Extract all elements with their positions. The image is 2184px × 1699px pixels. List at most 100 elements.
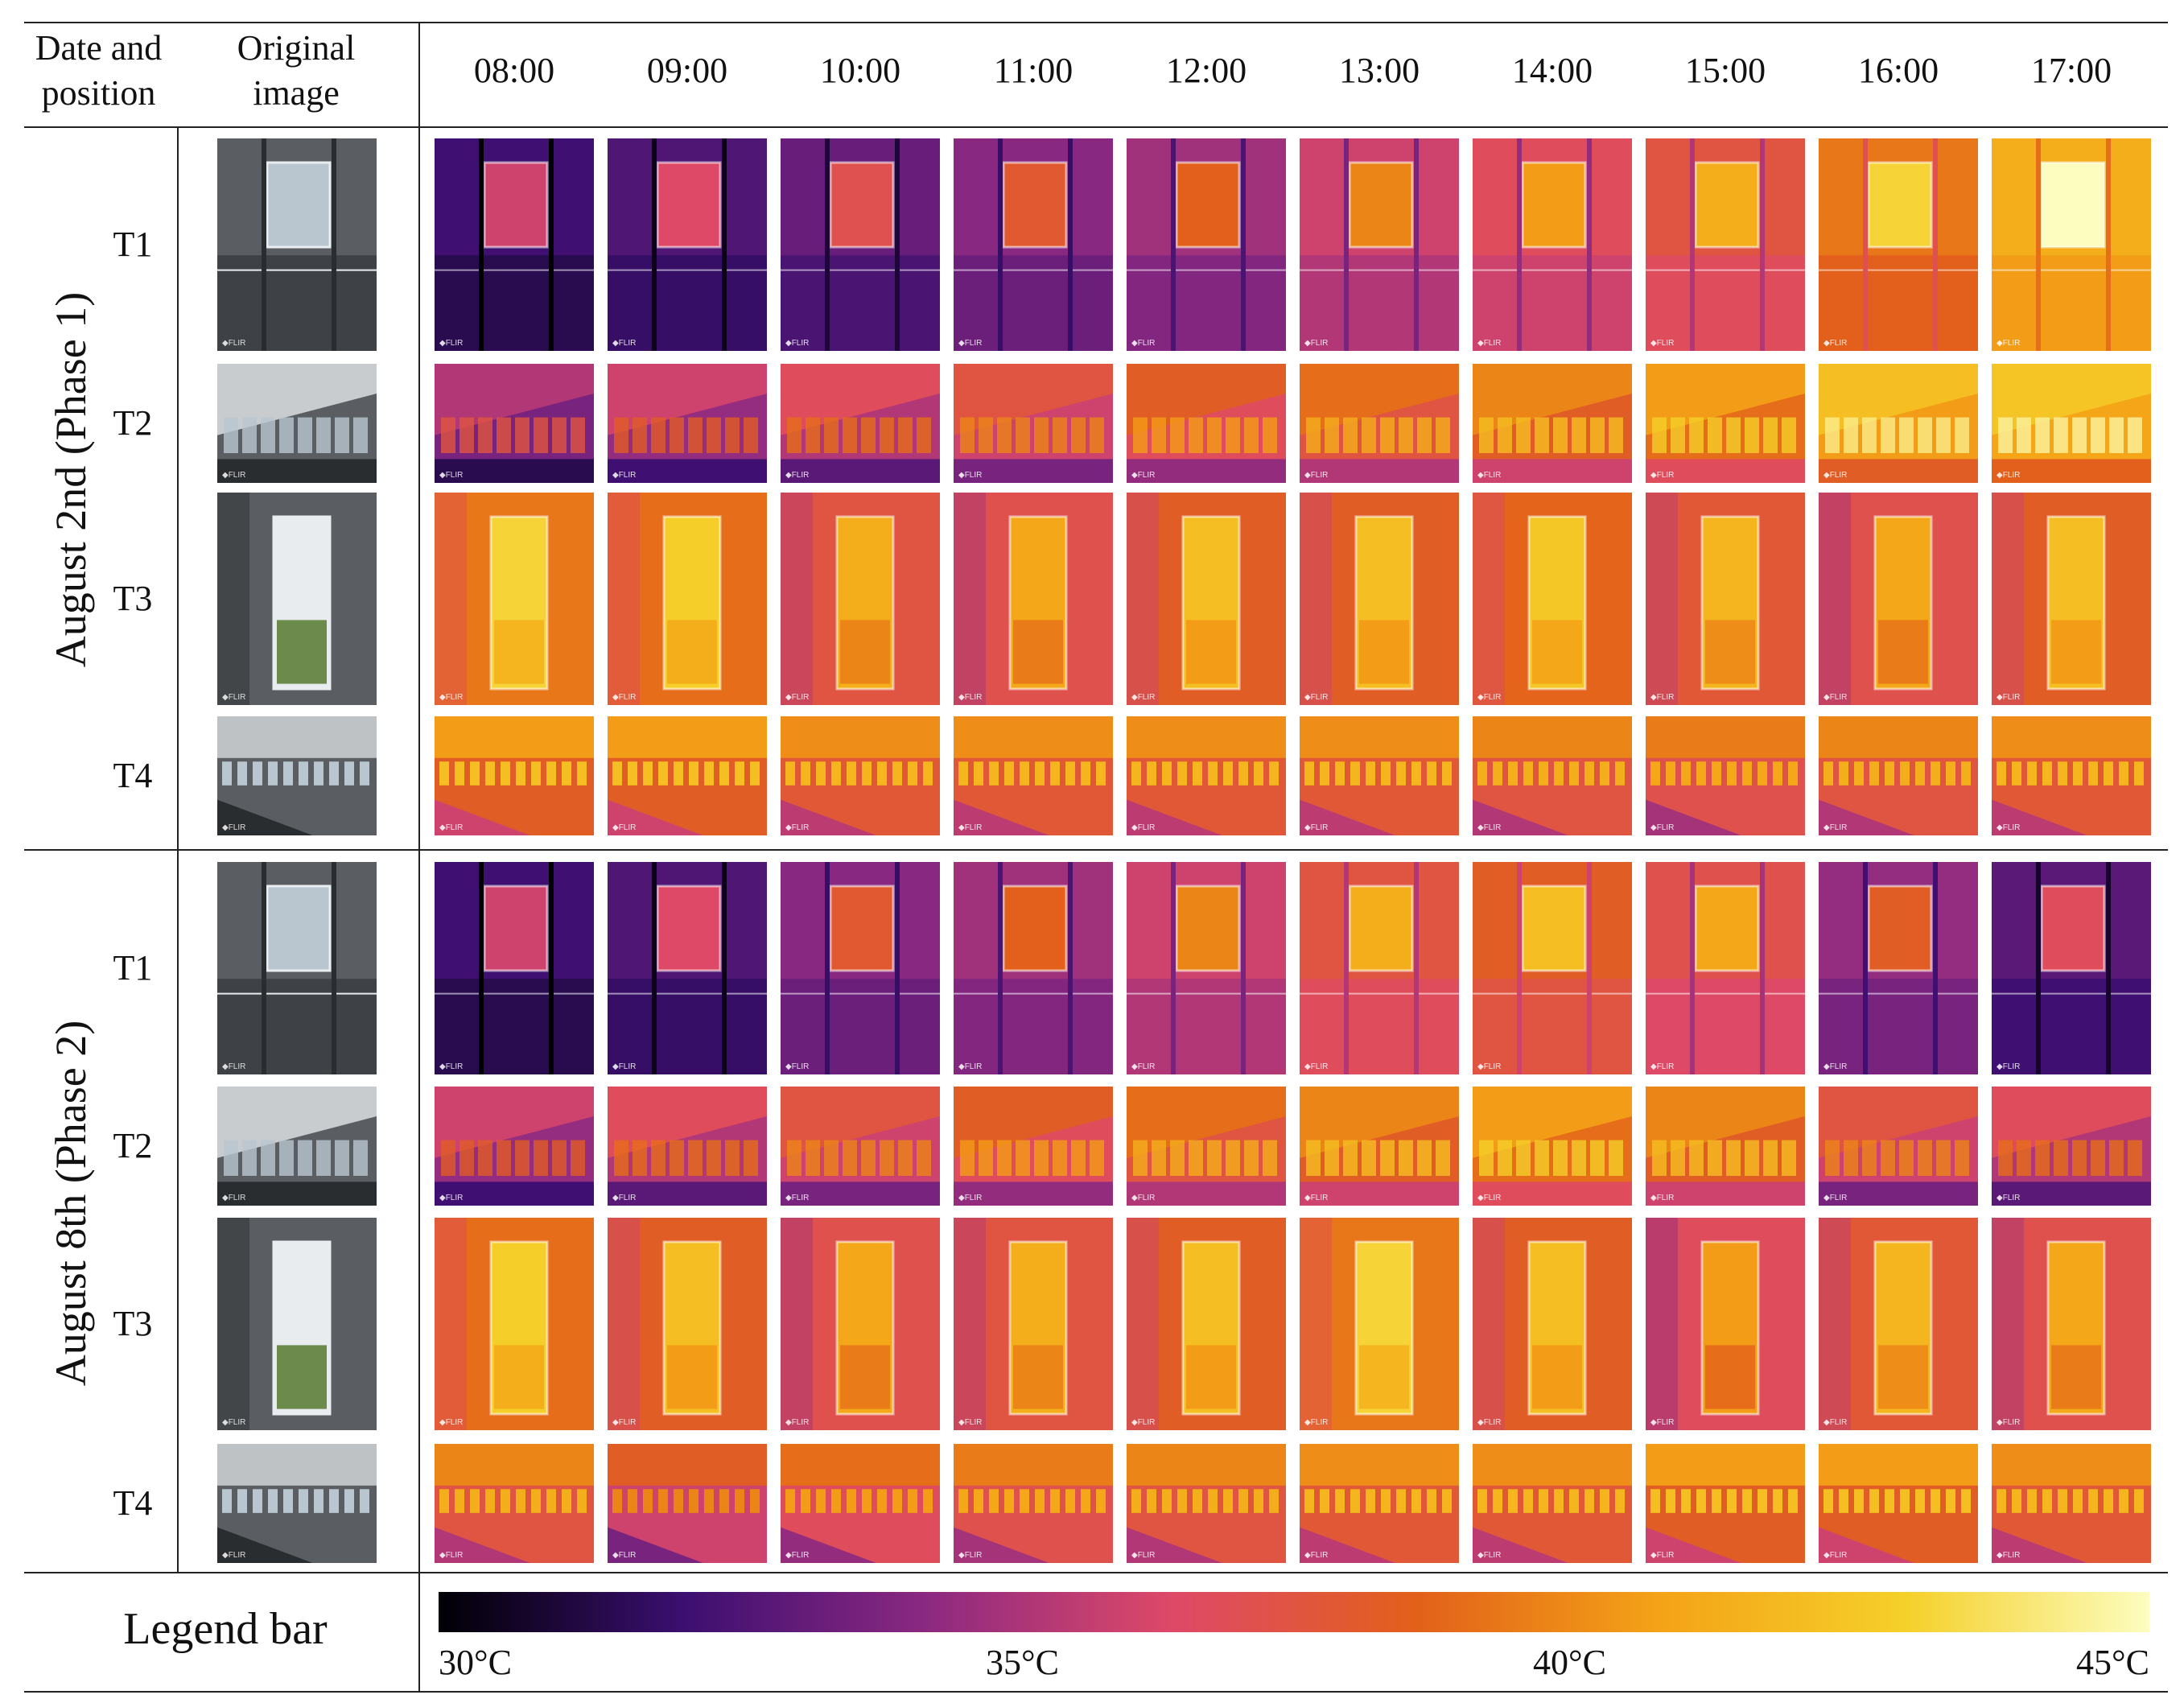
thermal-image: ◆FLIR (1992, 1087, 2151, 1206)
thermal-image: ◆FLIR (1992, 862, 2151, 1074)
thermal-image: ◆FLIR (1646, 1218, 1805, 1430)
flir-logo: ◆FLIR (439, 339, 464, 348)
thermal-image: ◆FLIR (1127, 1444, 1286, 1563)
flir-logo: ◆FLIR (1131, 471, 1156, 480)
thermal-image: ◆FLIR (608, 364, 767, 483)
thermal-image: ◆FLIR (1127, 862, 1286, 1074)
thermal-image: ◆FLIR (1992, 138, 2151, 351)
thermal-image: ◆FLIR (1300, 364, 1459, 483)
flir-logo: ◆FLIR (1997, 693, 2021, 702)
flir-logo: ◆FLIR (1823, 823, 1848, 832)
flir-logo: ◆FLIR (1650, 339, 1675, 348)
thermal-image: ◆FLIR (781, 138, 940, 351)
flir-logo: ◆FLIR (1477, 1551, 1502, 1560)
thermal-image: ◆FLIR (435, 364, 594, 483)
thermal-image: ◆FLIR (1300, 138, 1459, 351)
original-image-header: Original image (237, 28, 356, 113)
thermal-image: ◆FLIR (1127, 138, 1286, 351)
thermal-image: ◆FLIR (954, 1444, 1113, 1563)
flir-logo: ◆FLIR (1650, 471, 1675, 480)
flir-logo: ◆FLIR (222, 1194, 246, 1202)
flir-logo: ◆FLIR (1304, 1062, 1329, 1071)
flir-logo: ◆FLIR (1650, 1194, 1675, 1202)
flir-logo: ◆FLIR (1477, 339, 1502, 348)
flir-logo: ◆FLIR (439, 1418, 464, 1427)
temperature-legend-bar (439, 1592, 2149, 1632)
thermal-image: ◆FLIR (608, 138, 767, 351)
thermal-image: ◆FLIR (1473, 493, 1632, 705)
thermal-image: ◆FLIR (1819, 364, 1978, 483)
flir-logo: ◆FLIR (785, 823, 810, 832)
flir-logo: ◆FLIR (612, 1418, 637, 1427)
flir-logo: ◆FLIR (439, 823, 464, 832)
flir-logo: ◆FLIR (958, 339, 983, 348)
flir-logo: ◆FLIR (439, 1551, 464, 1560)
flir-logo: ◆FLIR (1477, 1194, 1502, 1202)
thermal-image: ◆FLIR (1646, 1444, 1805, 1563)
original-photo: ◆FLIR (217, 138, 377, 351)
thermal-image: ◆FLIR (1646, 138, 1805, 351)
legend-tick-0: 30°C (439, 1643, 512, 1682)
time-header-1100: 11:00 (993, 51, 1073, 90)
position-label-t3: T3 (113, 579, 153, 618)
flir-logo: ◆FLIR (958, 823, 983, 832)
flir-logo: ◆FLIR (1823, 339, 1848, 348)
thermal-image: ◆FLIR (1127, 1218, 1286, 1430)
flir-logo: ◆FLIR (612, 1062, 637, 1071)
thermal-image: ◆FLIR (1646, 716, 1805, 835)
thermal-image: ◆FLIR (1127, 716, 1286, 835)
thermal-image: ◆FLIR (1473, 1087, 1632, 1206)
flir-logo: ◆FLIR (1304, 471, 1329, 480)
thermal-image: ◆FLIR (1300, 862, 1459, 1074)
thermal-image: ◆FLIR (435, 1218, 594, 1430)
thermal-image: ◆FLIR (1473, 1218, 1632, 1430)
thermal-image: ◆FLIR (781, 364, 940, 483)
flir-logo: ◆FLIR (1997, 1194, 2021, 1202)
thermal-image: ◆FLIR (781, 1218, 940, 1430)
flir-logo: ◆FLIR (1823, 693, 1848, 702)
thermal-image: ◆FLIR (435, 1444, 594, 1563)
original-photo: ◆FLIR (217, 716, 377, 835)
legend-tick-1: 35°C (986, 1643, 1059, 1682)
legend-rule (24, 1572, 2168, 1573)
thermal-image: ◆FLIR (1646, 1087, 1805, 1206)
flir-logo: ◆FLIR (958, 1551, 983, 1560)
flir-logo: ◆FLIR (1304, 339, 1329, 348)
position-label-t1: T1 (113, 225, 153, 264)
original-photo: ◆FLIR (217, 493, 377, 705)
thermal-image: ◆FLIR (1819, 1087, 1978, 1206)
thermal-image: ◆FLIR (435, 138, 594, 351)
time-header-1600: 16:00 (1857, 51, 1939, 90)
thermal-image: ◆FLIR (1473, 364, 1632, 483)
thermal-image: ◆FLIR (435, 1087, 594, 1206)
flir-logo: ◆FLIR (1304, 1194, 1329, 1202)
thermal-image: ◆FLIR (1819, 493, 1978, 705)
flir-logo: ◆FLIR (439, 1062, 464, 1071)
time-header-0900: 09:00 (646, 51, 728, 90)
thermal-image: ◆FLIR (1300, 1444, 1459, 1563)
thermal-image: ◆FLIR (1127, 1087, 1286, 1206)
thermal-image: ◆FLIR (1646, 364, 1805, 483)
flir-logo: ◆FLIR (1131, 1194, 1156, 1202)
time-header-1200: 12:00 (1165, 51, 1247, 90)
flir-logo: ◆FLIR (1131, 1551, 1156, 1560)
flir-logo: ◆FLIR (612, 1551, 637, 1560)
flir-logo: ◆FLIR (222, 471, 246, 480)
thermal-image: ◆FLIR (1646, 862, 1805, 1074)
flir-logo: ◆FLIR (958, 693, 983, 702)
time-header-1500: 15:00 (1684, 51, 1766, 90)
thermal-image: ◆FLIR (1819, 716, 1978, 835)
flir-logo: ◆FLIR (1131, 1062, 1156, 1071)
thermal-image: ◆FLIR (608, 1218, 767, 1430)
original-photo: ◆FLIR (217, 862, 377, 1074)
thermal-image: ◆FLIR (1992, 1218, 2151, 1430)
position-label-t4: T4 (113, 756, 153, 795)
flir-logo: ◆FLIR (1650, 823, 1675, 832)
thermal-image: ◆FLIR (1300, 1218, 1459, 1430)
thermal-image: ◆FLIR (954, 493, 1113, 705)
legend-tick-3: 45°C (2076, 1643, 2149, 1682)
flir-logo: ◆FLIR (222, 1062, 246, 1071)
flir-logo: ◆FLIR (1823, 1062, 1848, 1071)
phase-divider-rule (24, 849, 2168, 851)
flir-logo: ◆FLIR (1304, 1418, 1329, 1427)
